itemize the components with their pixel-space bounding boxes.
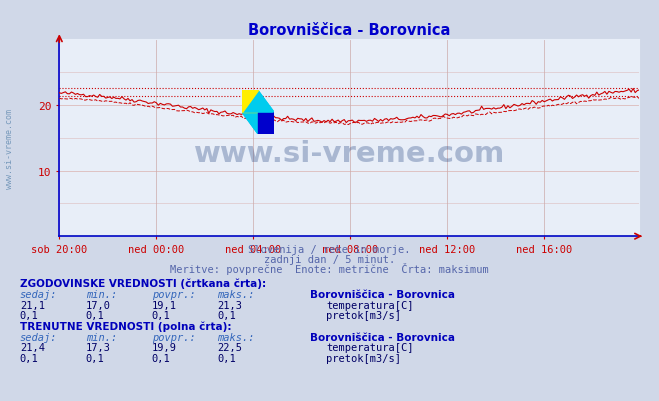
Polygon shape <box>258 113 274 134</box>
Text: min.:: min.: <box>86 332 117 342</box>
Text: 0,1: 0,1 <box>217 353 236 363</box>
Text: zadnji dan / 5 minut.: zadnji dan / 5 minut. <box>264 255 395 265</box>
Polygon shape <box>242 91 258 113</box>
Bar <box>258 113 274 134</box>
Text: 0,1: 0,1 <box>152 310 170 320</box>
Text: 0,1: 0,1 <box>20 310 38 320</box>
Text: 17,3: 17,3 <box>86 342 111 352</box>
Text: temperatura[C]: temperatura[C] <box>326 342 414 352</box>
Text: 0,1: 0,1 <box>217 310 236 320</box>
Text: povpr.:: povpr.: <box>152 290 195 300</box>
Text: 21,3: 21,3 <box>217 300 243 310</box>
Text: 0,1: 0,1 <box>86 310 104 320</box>
Text: ZGODOVINSKE VREDNOSTI (črtkana črta):: ZGODOVINSKE VREDNOSTI (črtkana črta): <box>20 278 266 289</box>
Text: 21,1: 21,1 <box>20 300 45 310</box>
Text: maks.:: maks.: <box>217 290 255 300</box>
Text: pretok[m3/s]: pretok[m3/s] <box>326 310 401 320</box>
Text: 0,1: 0,1 <box>152 353 170 363</box>
Polygon shape <box>258 113 274 134</box>
Polygon shape <box>242 91 274 134</box>
Bar <box>242 91 258 113</box>
Text: 22,5: 22,5 <box>217 342 243 352</box>
Text: povpr.:: povpr.: <box>152 332 195 342</box>
Text: temperatura[C]: temperatura[C] <box>326 300 414 310</box>
Text: 19,1: 19,1 <box>152 300 177 310</box>
Text: 19,9: 19,9 <box>152 342 177 352</box>
Text: 17,0: 17,0 <box>86 300 111 310</box>
Text: 21,4: 21,4 <box>20 342 45 352</box>
Polygon shape <box>242 91 258 113</box>
Text: www.si-vreme.com: www.si-vreme.com <box>5 108 14 188</box>
Text: min.:: min.: <box>86 290 117 300</box>
Text: Slovenija / reke in morje.: Slovenija / reke in morje. <box>248 245 411 255</box>
Polygon shape <box>242 91 274 113</box>
Text: sedaj:: sedaj: <box>20 332 57 342</box>
Text: 0,1: 0,1 <box>20 353 38 363</box>
Text: maks.:: maks.: <box>217 332 255 342</box>
Text: pretok[m3/s]: pretok[m3/s] <box>326 353 401 363</box>
Text: Borovniščica - Borovnica: Borovniščica - Borovnica <box>310 290 455 300</box>
Text: sedaj:: sedaj: <box>20 290 57 300</box>
Polygon shape <box>242 113 274 134</box>
Text: 0,1: 0,1 <box>86 353 104 363</box>
Text: Meritve: povprečne  Enote: metrične  Črta: maksimum: Meritve: povprečne Enote: metrične Črta:… <box>170 263 489 275</box>
Text: Borovniščica - Borovnica: Borovniščica - Borovnica <box>310 332 455 342</box>
Title: Borovniščica - Borovnica: Borovniščica - Borovnica <box>248 22 451 38</box>
Text: www.si-vreme.com: www.si-vreme.com <box>194 140 505 168</box>
Text: TRENUTNE VREDNOSTI (polna črta):: TRENUTNE VREDNOSTI (polna črta): <box>20 321 231 332</box>
